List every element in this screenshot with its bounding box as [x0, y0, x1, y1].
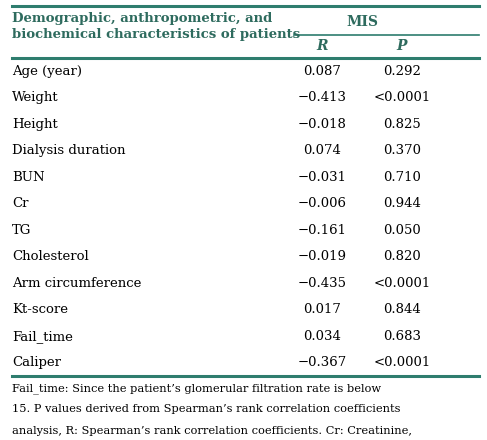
Text: <0.0001: <0.0001	[374, 277, 431, 290]
Text: R: R	[316, 39, 328, 53]
Text: P: P	[397, 39, 407, 53]
Text: 0.683: 0.683	[383, 330, 421, 343]
Text: Kt-score: Kt-score	[12, 303, 68, 316]
Text: <0.0001: <0.0001	[374, 91, 431, 104]
Text: <0.0001: <0.0001	[374, 356, 431, 369]
Text: BUN: BUN	[12, 171, 45, 184]
Text: −0.019: −0.019	[298, 250, 346, 263]
Text: 0.710: 0.710	[383, 171, 421, 184]
Text: Fail_time: Since the patient’s glomerular filtration rate is below: Fail_time: Since the patient’s glomerula…	[12, 383, 381, 394]
Text: −0.367: −0.367	[298, 356, 347, 369]
Text: 0.820: 0.820	[383, 250, 421, 263]
Text: MIS: MIS	[346, 15, 378, 29]
Text: Height: Height	[12, 118, 58, 131]
Text: −0.006: −0.006	[298, 197, 346, 210]
Text: Demographic, anthropometric, and
biochemical characteristics of patients: Demographic, anthropometric, and biochem…	[12, 12, 300, 41]
Text: TG: TG	[12, 224, 31, 237]
Text: −0.435: −0.435	[298, 277, 346, 290]
Text: Arm circumference: Arm circumference	[12, 277, 141, 290]
Text: 0.050: 0.050	[383, 224, 421, 237]
Text: −0.413: −0.413	[298, 91, 346, 104]
Text: 15. P values derived from Spearman’s rank correlation coefficients: 15. P values derived from Spearman’s ran…	[12, 404, 400, 414]
Text: −0.161: −0.161	[298, 224, 346, 237]
Text: 0.034: 0.034	[303, 330, 341, 343]
Text: Cr: Cr	[12, 197, 29, 210]
Text: −0.031: −0.031	[298, 171, 346, 184]
Text: Cholesterol: Cholesterol	[12, 250, 89, 263]
Text: 0.292: 0.292	[383, 65, 421, 78]
Text: 0.825: 0.825	[383, 118, 421, 131]
Text: Age (year): Age (year)	[12, 65, 82, 78]
Text: Dialysis duration: Dialysis duration	[12, 144, 126, 157]
Text: 0.944: 0.944	[383, 197, 421, 210]
Text: 0.087: 0.087	[303, 65, 341, 78]
Text: 0.844: 0.844	[383, 303, 421, 316]
Text: 0.074: 0.074	[303, 144, 341, 157]
Text: analysis, R: Spearman’s rank correlation coefficients. Cr: Creatinine,: analysis, R: Spearman’s rank correlation…	[12, 426, 412, 436]
Text: Caliper: Caliper	[12, 356, 61, 369]
Text: 0.017: 0.017	[303, 303, 341, 316]
Text: Fail_time: Fail_time	[12, 330, 73, 343]
Text: Weight: Weight	[12, 91, 58, 104]
Text: 0.370: 0.370	[383, 144, 421, 157]
Text: −0.018: −0.018	[298, 118, 346, 131]
